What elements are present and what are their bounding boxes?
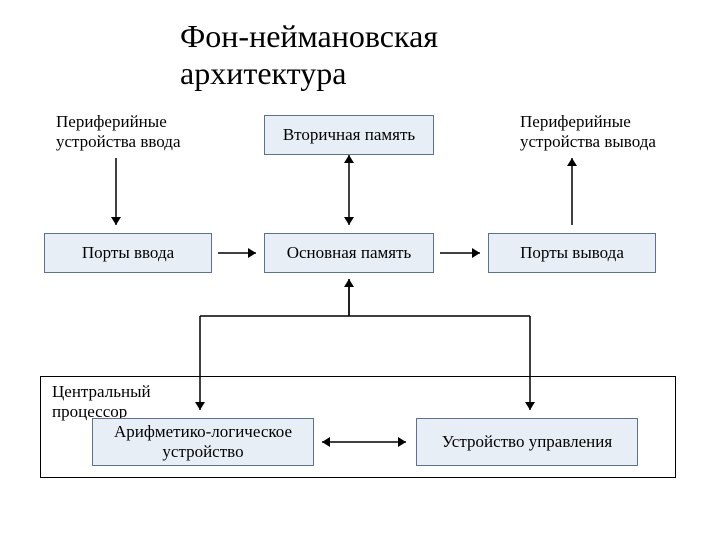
input-peripherals-line1: Периферийные — [56, 112, 167, 131]
control-unit-box: Устройство управления — [416, 418, 638, 466]
output-ports-box: Порты вывода — [488, 233, 656, 273]
input-ports-box: Порты ввода — [44, 233, 212, 273]
output-peripherals-line2: устройства вывода — [520, 132, 656, 151]
input-peripherals-line2: устройства ввода — [56, 132, 181, 151]
diagram-title: Фон-неймановская архитектура — [180, 18, 540, 92]
alu-box: Арифметико-логическое устройство — [92, 418, 314, 466]
secondary-memory-box: Вторичная память — [264, 115, 434, 155]
cpu-label: Центральный процессор — [52, 382, 151, 423]
cpu-label-line1: Центральный — [52, 382, 151, 401]
output-peripherals-label: Периферийные устройства вывода — [520, 112, 656, 153]
output-peripherals-line1: Периферийные — [520, 112, 631, 131]
main-memory-box: Основная память — [264, 233, 434, 273]
input-peripherals-label: Периферийные устройства ввода — [56, 112, 181, 153]
